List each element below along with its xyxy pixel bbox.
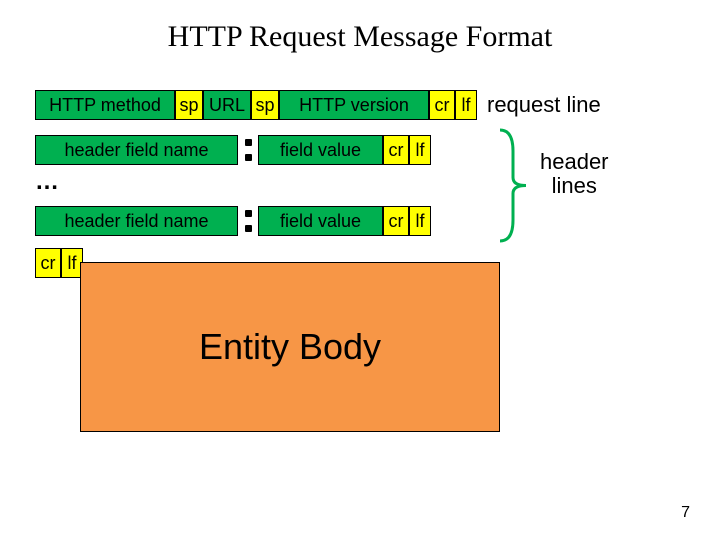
header-lines-label-l1: header — [540, 150, 609, 174]
cr-box: cr — [383, 135, 409, 165]
page-title: HTTP Request Message Format — [0, 20, 720, 54]
request-line-label: request line — [487, 92, 601, 118]
url-box: URL — [203, 90, 251, 120]
colon-separator — [238, 135, 258, 165]
sp-box-1: sp — [175, 90, 203, 120]
header-lines-label: header lines — [540, 150, 609, 198]
field-value-box: field value — [258, 135, 383, 165]
entity-body-box: Entity Body — [80, 262, 500, 432]
colon-separator — [238, 206, 258, 236]
blank-line-crlf: cr lf — [35, 248, 83, 278]
field-value-box: field value — [258, 206, 383, 236]
lf-box: lf — [409, 135, 431, 165]
sp-box-2: sp — [251, 90, 279, 120]
ellipsis: … — [35, 168, 59, 196]
cr-box: cr — [429, 90, 455, 120]
header-row-1: header field name field value cr lf — [35, 135, 431, 165]
cr-box: cr — [383, 206, 409, 236]
header-row-2: header field name field value cr lf — [35, 206, 431, 236]
http-method-box: HTTP method — [35, 90, 175, 120]
page-number: 7 — [681, 504, 690, 522]
cr-box: cr — [35, 248, 61, 278]
request-line-row: HTTP method sp URL sp HTTP version cr lf… — [35, 90, 601, 120]
header-field-name-box: header field name — [35, 135, 238, 165]
header-field-name-box: header field name — [35, 206, 238, 236]
brace-icon — [498, 128, 528, 243]
http-version-box: HTTP version — [279, 90, 429, 120]
lf-box: lf — [455, 90, 477, 120]
entity-body-label: Entity Body — [199, 326, 381, 368]
lf-box: lf — [409, 206, 431, 236]
header-lines-label-l2: lines — [540, 174, 609, 198]
